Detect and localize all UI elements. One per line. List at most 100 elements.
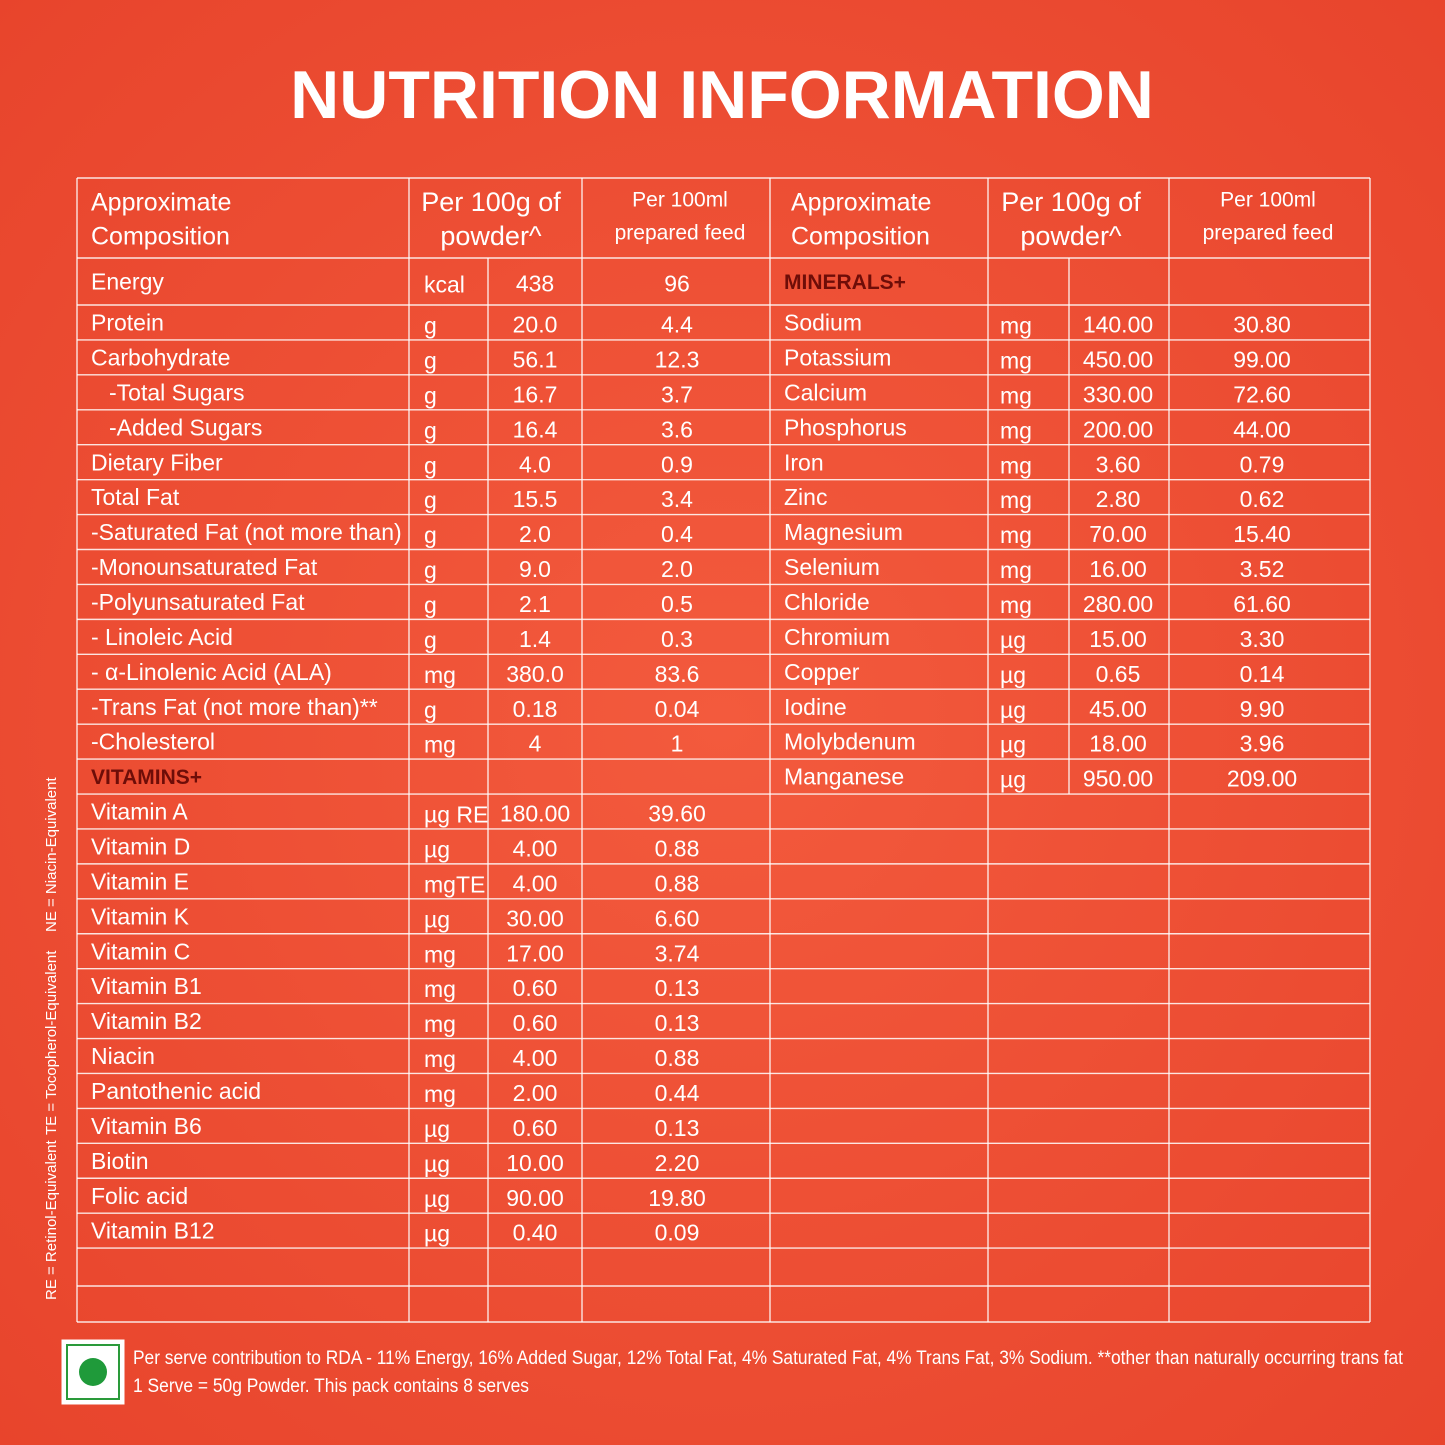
unit: µg RE <box>424 802 488 828</box>
per-100ml: 0.5 <box>661 591 693 617</box>
nutrient-name: Vitamin B2 <box>91 1008 202 1034</box>
unit: µg <box>1000 697 1026 723</box>
unit: mg <box>1000 592 1032 618</box>
nutrient-name: Dietary Fiber <box>91 449 223 475</box>
per-100g: 16.00 <box>1089 556 1147 582</box>
per-100g: 15.5 <box>513 486 558 512</box>
nutrient-name: Vitamin A <box>91 799 188 825</box>
unit: mg <box>424 1046 456 1072</box>
column-header: Per 100g of <box>1001 187 1141 217</box>
per-100g: 2.80 <box>1096 486 1141 512</box>
column-header: Composition <box>91 223 230 251</box>
column-header: prepared feed <box>1203 222 1334 245</box>
unit: g <box>424 592 437 618</box>
unit: g <box>424 417 437 443</box>
per-100g: 200.00 <box>1083 416 1153 442</box>
per-100g: 280.00 <box>1083 591 1153 617</box>
per-100g: 45.00 <box>1089 696 1147 722</box>
nutrient-name: Biotin <box>91 1148 149 1174</box>
nutrient-name: Manganese <box>784 764 904 790</box>
nutrient-name: Carbohydrate <box>91 344 230 370</box>
unit: g <box>424 313 437 339</box>
per-100g: 450.00 <box>1083 346 1153 372</box>
per-100g: 0.40 <box>513 1220 558 1246</box>
per-100g: 30.00 <box>506 905 564 931</box>
per-100ml: 44.00 <box>1233 416 1291 442</box>
per-100g: 4.00 <box>513 870 558 896</box>
per-100g: 4 <box>529 731 542 757</box>
unit: µg <box>424 1186 450 1212</box>
per-100g: 0.60 <box>513 975 558 1001</box>
per-100ml: 0.62 <box>1240 486 1285 512</box>
per-100g: 9.0 <box>519 556 551 582</box>
nutrient-name: Vitamin K <box>91 903 190 929</box>
per-100ml: 19.80 <box>648 1185 706 1211</box>
per-100g: 0.60 <box>513 1010 558 1036</box>
per-100g: 438 <box>516 271 554 297</box>
unit: µg <box>1000 767 1026 793</box>
per-100g: 2.00 <box>513 1080 558 1106</box>
per-100ml: 4.4 <box>661 312 693 338</box>
per-100g: 3.60 <box>1096 451 1141 477</box>
column-header: Per 100g of <box>421 187 561 217</box>
unit: mg <box>424 662 456 688</box>
section-heading: VITAMINS+ <box>91 766 202 789</box>
nutrient-name: Energy <box>91 269 164 295</box>
unit: g <box>424 627 437 653</box>
unit: mg <box>1000 557 1032 583</box>
per-100ml: 0.13 <box>655 975 700 1001</box>
unit: µg <box>424 1221 450 1247</box>
per-100ml: 9.90 <box>1240 696 1285 722</box>
nutrient-name: Sodium <box>784 310 862 336</box>
per-100ml: 209.00 <box>1227 766 1297 792</box>
per-100g: 16.4 <box>513 416 558 442</box>
per-100ml: 6.60 <box>655 905 700 931</box>
nutrient-name: Chromium <box>784 624 890 650</box>
per-100ml: 0.14 <box>1240 661 1285 687</box>
per-100g: 140.00 <box>1083 312 1153 338</box>
nutrient-name: Niacin <box>91 1043 155 1069</box>
side-note: TE = Tocopherol-Equivalent <box>43 950 60 1135</box>
per-100g: 4.00 <box>513 1045 558 1071</box>
per-100ml: 15.40 <box>1233 521 1291 547</box>
per-100ml: 96 <box>664 271 690 297</box>
nutrient-name: Molybdenum <box>784 729 916 755</box>
unit: µg <box>424 1151 450 1177</box>
column-header: Approximate <box>91 189 231 217</box>
unit: µg <box>1000 627 1026 653</box>
unit: g <box>424 452 437 478</box>
column-header: Per 100ml <box>632 189 728 212</box>
per-100ml: 0.04 <box>655 696 700 722</box>
nutrient-name: Magnesium <box>784 519 903 545</box>
nutrient-name: Vitamin B1 <box>91 973 202 999</box>
veg-mark-dot <box>79 1358 107 1386</box>
per-100ml: 0.13 <box>655 1115 700 1141</box>
per-100g: 15.00 <box>1089 626 1147 652</box>
per-100ml: 0.79 <box>1240 451 1285 477</box>
per-100g: 0.65 <box>1096 661 1141 687</box>
unit: µg <box>424 836 450 862</box>
per-100g: 2.1 <box>519 591 551 617</box>
per-100ml: 3.6 <box>661 416 693 442</box>
unit: mg <box>424 941 456 967</box>
per-100ml: 83.6 <box>655 661 700 687</box>
unit: mg <box>424 976 456 1002</box>
per-100ml: 72.60 <box>1233 381 1291 407</box>
column-header: Composition <box>791 223 930 251</box>
nutrient-name: Zinc <box>784 484 827 510</box>
footer-line: Per serve contribution to RDA - 11% Ener… <box>133 1348 1404 1369</box>
unit: mg <box>424 732 456 758</box>
side-note: NE = Niacin-Equivalent <box>43 777 60 932</box>
unit: µg <box>1000 662 1026 688</box>
unit: µg <box>424 1116 450 1142</box>
per-100g: 70.00 <box>1089 521 1147 547</box>
nutrient-name: Selenium <box>784 554 880 580</box>
per-100ml: 61.60 <box>1233 591 1291 617</box>
per-100ml: 30.80 <box>1233 312 1291 338</box>
per-100g: 0.60 <box>513 1115 558 1141</box>
per-100g: 0.18 <box>513 696 558 722</box>
per-100ml: 0.4 <box>661 521 693 547</box>
per-100ml: 1 <box>671 731 684 757</box>
per-100ml: 3.4 <box>661 486 693 512</box>
